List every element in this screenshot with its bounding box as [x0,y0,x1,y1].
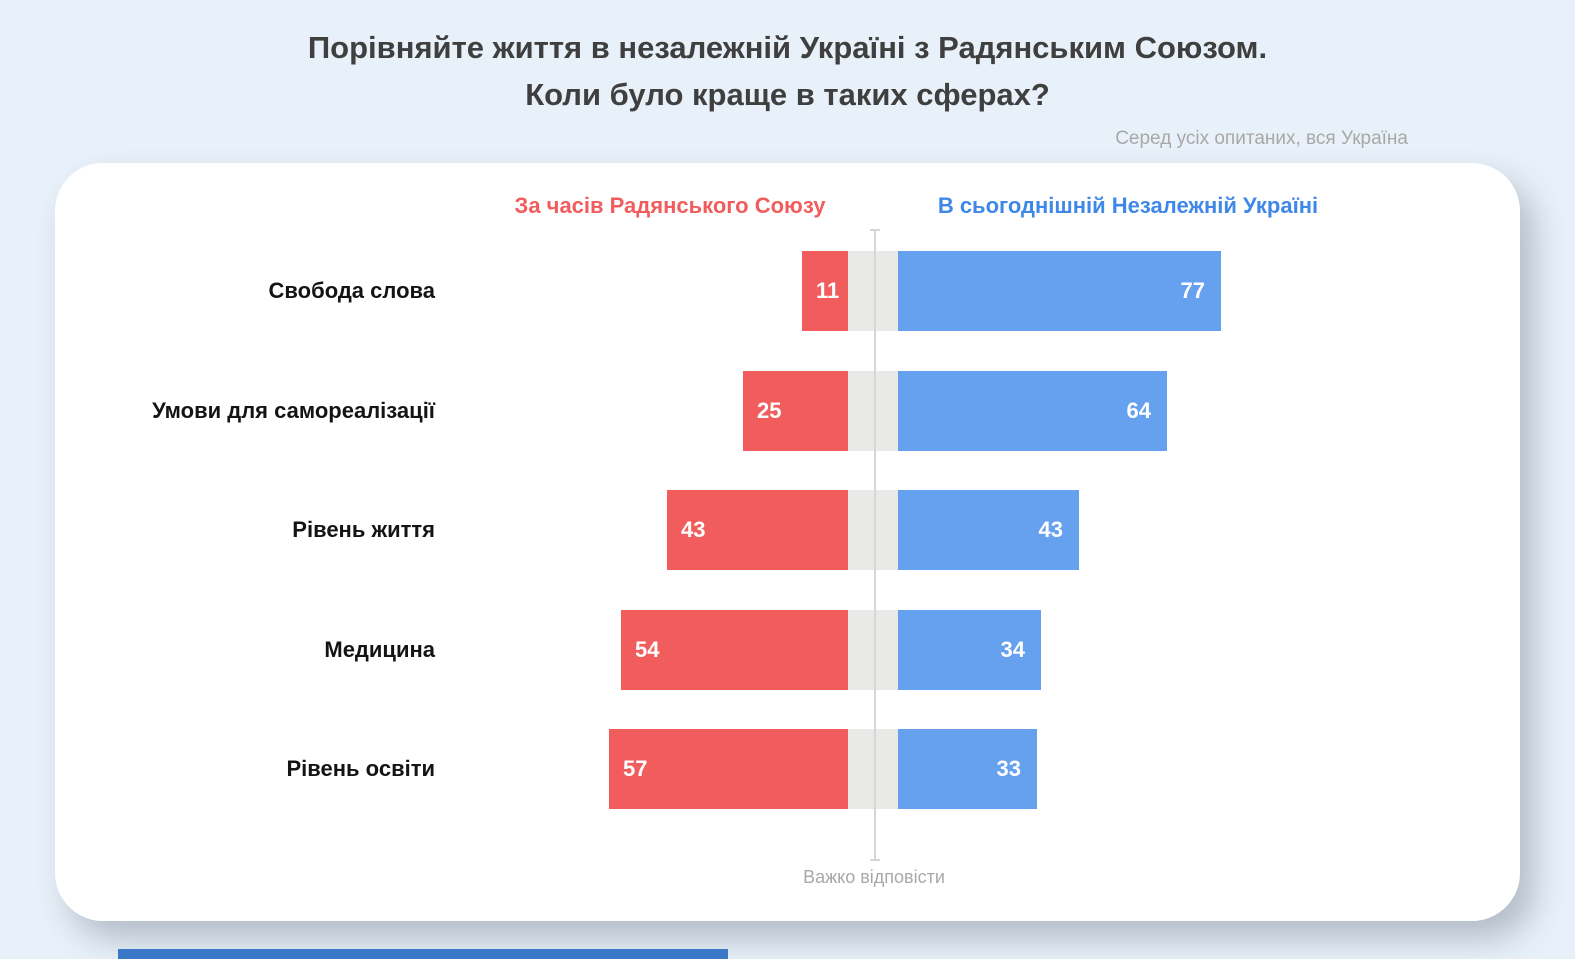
title-line-2: Коли було краще в таких сферах? [525,77,1050,112]
chart-row: Умови для самореалізації 25 64 [55,371,1520,451]
bar-soviet: 25 [743,371,848,451]
center-axis-line [870,229,880,861]
category-label: Умови для самореалізації [152,398,435,423]
bar-ukraine: 43 [898,490,1079,570]
center-gap [848,610,898,690]
bar-value-ukraine: 34 [1000,637,1025,662]
bar-ukraine: 64 [898,371,1167,451]
category-label: Медицина [324,637,435,662]
legend-soviet: За часів Радянського Союзу [514,193,826,218]
bar-soviet: 57 [609,729,848,809]
bar-ukraine: 33 [898,729,1037,809]
chart-subtitle: Серед усіх опитаних, вся Україна [1115,128,1408,149]
center-gap [848,490,898,570]
category-label: Рівень освіти [286,756,436,781]
bar-soviet: 54 [621,610,848,690]
center-gap [848,371,898,451]
chart-row: Рівень життя 43 43 [55,490,1520,570]
bar-ukraine: 77 [898,251,1221,331]
bar-soviet: 43 [667,490,848,570]
bar-soviet: 11 [802,251,848,331]
bar-value-soviet: 57 [623,756,648,781]
bar-value-ukraine: 33 [996,756,1021,781]
bar-value-ukraine: 77 [1180,278,1205,303]
bar-ukraine: 34 [898,610,1041,690]
bar-value-soviet: 11 [816,278,840,303]
bar-value-soviet: 43 [681,517,706,542]
legend-ukraine: В сьогоднішній Незалежній Україні [937,193,1319,218]
center-gap [848,729,898,809]
chart-row: Медицина 54 34 [55,610,1520,690]
bar-value-ukraine: 64 [1126,398,1151,423]
chart-title: Порівняйте життя в незалежній Україні з … [0,24,1575,118]
center-axis-label: Важко відповісти [803,867,945,887]
bar-value-soviet: 54 [635,637,660,662]
chart-row: Свобода слова 11 77 [55,251,1520,331]
center-gap [848,251,898,331]
category-label: Рівень життя [292,517,435,542]
bar-value-soviet: 25 [757,398,782,423]
chart-card: За часів Радянського Союзу В сьогоднішні… [55,163,1520,921]
bar-value-ukraine: 43 [1038,517,1063,542]
chart-row: Рівень освіти 57 33 [55,729,1520,809]
category-label: Свобода слова [268,278,435,303]
footer-accent-bar [118,949,728,959]
title-line-1: Порівняйте життя в незалежній Україні з … [307,30,1268,65]
